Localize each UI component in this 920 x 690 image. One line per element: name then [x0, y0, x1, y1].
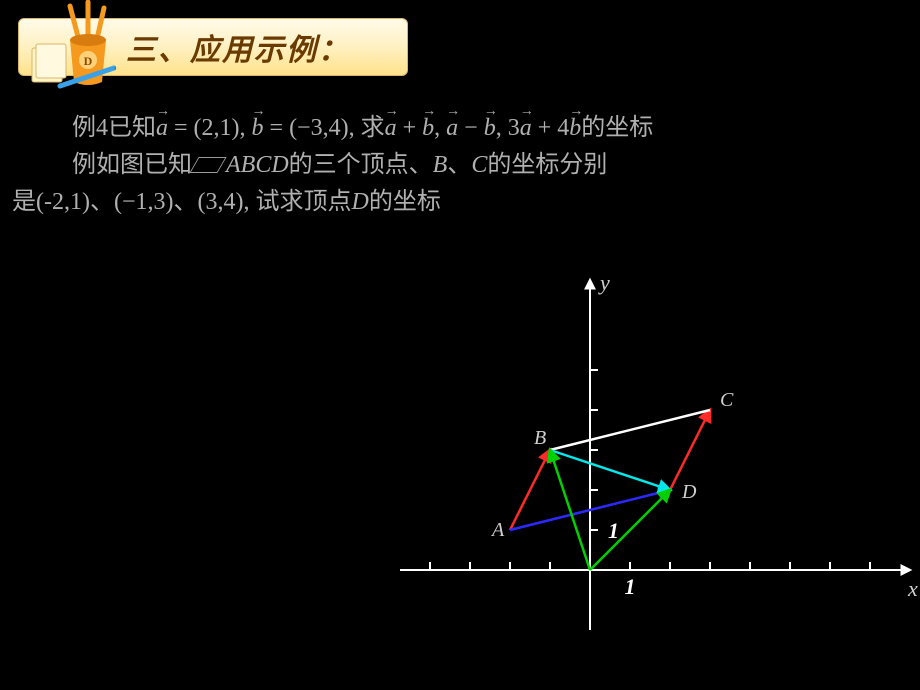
txt: 、	[447, 152, 471, 178]
section-title: 三、应用示例：	[126, 25, 350, 69]
vec-a: a	[385, 115, 397, 141]
pt-d: D	[351, 189, 368, 215]
vec-a: a	[520, 115, 532, 141]
txt: = (2,1),	[168, 115, 252, 141]
txt: + 4	[532, 115, 570, 141]
svg-text:B: B	[534, 427, 546, 449]
txt: 例如图已知	[72, 152, 192, 178]
txt: 是(-2,1)、(−1,3)、(3,4), 试求顶点	[12, 189, 351, 215]
vec-a: a	[156, 115, 168, 141]
svg-text:1: 1	[625, 574, 636, 599]
txt: 的三个顶点、	[289, 152, 433, 178]
txt: −	[458, 115, 484, 141]
svg-text:D: D	[84, 54, 93, 68]
vec-b: b	[484, 115, 496, 141]
svg-text:x: x	[907, 576, 918, 601]
svg-text:A: A	[490, 519, 505, 541]
quad: ABCD	[226, 152, 289, 178]
problem-text: 例4已知a = (2,1), b = (−3,4), 求a + b, a − b…	[72, 110, 892, 222]
parallelogram-icon	[189, 157, 226, 173]
svg-text:C: C	[720, 389, 734, 411]
txt: +	[397, 115, 423, 141]
txt: 的坐标	[581, 115, 653, 141]
vec-b: b	[422, 115, 434, 141]
section-header: D 三、应用示例：	[18, 18, 408, 76]
vector-chart: 1 1 x y A B C D	[400, 270, 920, 630]
svg-text:1: 1	[608, 518, 619, 543]
txt: 例4已知	[72, 115, 156, 141]
txt: = (−3,4),	[264, 115, 361, 141]
svg-text:D: D	[681, 481, 697, 503]
txt: 求	[361, 115, 385, 141]
pencil-cup-icon: D	[30, 0, 116, 90]
vec-a: a	[446, 115, 458, 141]
pt-b: B	[433, 152, 448, 178]
svg-text:y: y	[598, 270, 610, 295]
vec-b: b	[569, 115, 581, 141]
pt-c: C	[471, 152, 487, 178]
txt: 的坐标	[369, 189, 441, 215]
txt: 的坐标分别	[487, 152, 607, 178]
txt: , 3	[496, 115, 520, 141]
vec-b: b	[252, 115, 264, 141]
